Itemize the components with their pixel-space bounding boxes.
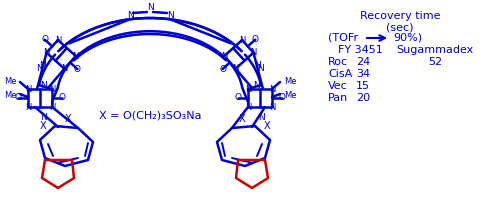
Text: Pan: Pan (328, 93, 348, 103)
Text: O: O (219, 65, 226, 74)
Text: 90%): 90%) (393, 33, 422, 43)
Text: CisA: CisA (328, 69, 352, 79)
Text: X = O(CH₂)₃SO₃Na: X = O(CH₂)₃SO₃Na (99, 111, 201, 121)
Text: N: N (54, 36, 61, 44)
Text: O: O (14, 94, 21, 103)
Text: Me: Me (4, 92, 16, 100)
Text: X: X (40, 121, 46, 131)
Text: X: X (264, 121, 270, 131)
Text: N: N (253, 81, 260, 90)
Text: N: N (232, 64, 239, 73)
Text: N: N (258, 113, 265, 121)
Text: O: O (58, 94, 66, 103)
Text: Me: Me (284, 92, 296, 100)
Text: N: N (44, 48, 50, 57)
Text: FY 3451: FY 3451 (338, 45, 382, 55)
Text: N: N (245, 103, 251, 111)
Text: N: N (49, 103, 55, 111)
Text: N: N (269, 84, 275, 94)
Text: 15: 15 (356, 81, 370, 91)
Text: Roc: Roc (328, 57, 348, 67)
Text: N: N (40, 61, 46, 70)
Text: N: N (49, 84, 55, 94)
Text: N: N (239, 36, 246, 44)
Text: N: N (250, 48, 256, 57)
Text: O: O (278, 94, 285, 103)
Text: 34: 34 (356, 69, 370, 79)
Text: N: N (25, 103, 31, 111)
Text: (sec): (sec) (386, 22, 414, 32)
Text: O: O (74, 65, 81, 74)
Text: N: N (146, 3, 154, 13)
Text: Recovery time: Recovery time (360, 11, 440, 21)
Text: N: N (269, 103, 275, 111)
Text: N: N (254, 61, 260, 70)
Text: N: N (40, 81, 47, 90)
Text: O: O (234, 94, 242, 103)
Text: N: N (221, 52, 228, 61)
Text: Me: Me (284, 78, 296, 86)
Text: N: N (126, 11, 134, 21)
Text: Sugammadex: Sugammadex (396, 45, 473, 55)
Text: (TOFr: (TOFr (328, 33, 358, 43)
Text: N: N (72, 52, 79, 61)
Text: N: N (40, 113, 47, 121)
Text: N: N (36, 64, 43, 73)
Text: 24: 24 (356, 57, 370, 67)
Text: X: X (64, 114, 71, 124)
Text: Me: Me (4, 78, 16, 86)
Text: O: O (252, 35, 258, 44)
Text: N: N (25, 84, 31, 94)
Text: N: N (61, 64, 68, 73)
Text: N: N (257, 64, 264, 73)
Text: N: N (166, 11, 173, 21)
Text: N: N (245, 84, 251, 94)
Text: O: O (42, 35, 48, 44)
Text: 20: 20 (356, 93, 370, 103)
Text: Vec: Vec (328, 81, 348, 91)
Text: X: X (238, 114, 246, 124)
Text: 52: 52 (428, 57, 442, 67)
